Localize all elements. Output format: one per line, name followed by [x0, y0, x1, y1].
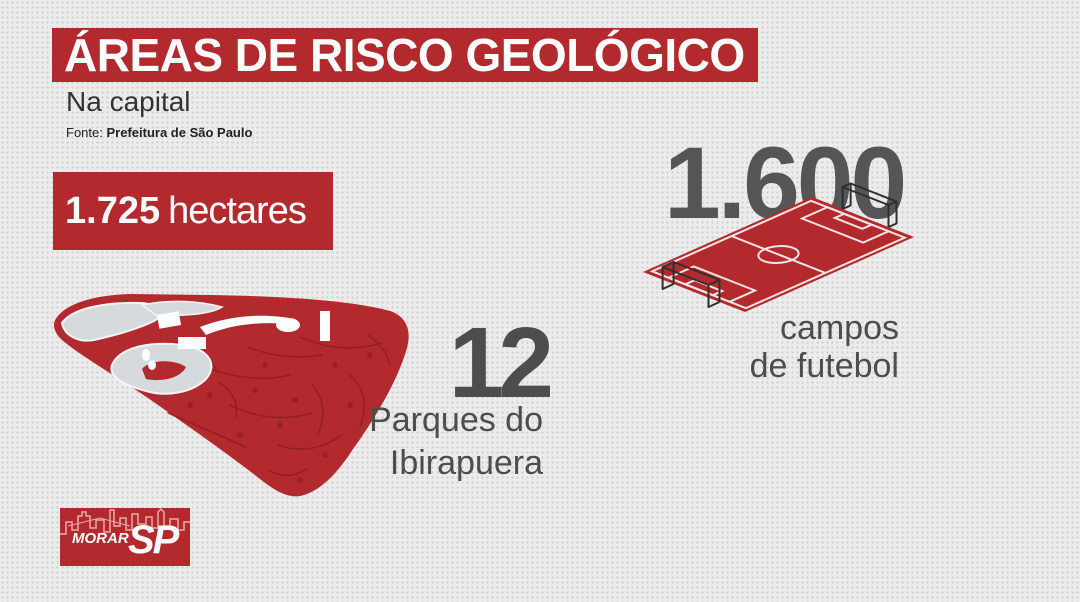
- area-value: 1.725: [65, 190, 161, 232]
- logo-text-main: MORAR: [72, 530, 129, 547]
- title-banner: ÁREAS DE RISCO GEOLÓGICO: [52, 28, 758, 82]
- subtitle: Na capital: [66, 86, 191, 117]
- parks-label: Parques do Ibirapuera: [340, 399, 543, 485]
- source-name: Prefeitura de São Paulo: [106, 125, 253, 140]
- parks-value: 12: [448, 307, 554, 419]
- park-buildings: [142, 311, 330, 370]
- skyline-outline: [60, 508, 190, 535]
- park-lake-upper: [60, 301, 163, 342]
- soccer-field-illustration: [640, 180, 920, 320]
- fields-label: campos de futebol: [690, 309, 899, 385]
- skyline-bridge: [67, 517, 101, 527]
- logo-text-accent: SP: [128, 518, 179, 562]
- city-skyline-icon: [60, 508, 190, 535]
- left-goal: [661, 261, 721, 308]
- fields-label-line2: de futebol: [749, 347, 899, 385]
- area-highlight-box: 1.725 hectares: [53, 172, 333, 250]
- right-goal: [841, 182, 898, 228]
- parks-label-line2: Ibirapuera: [389, 444, 543, 482]
- parks-label-line1: Parques do: [369, 401, 543, 439]
- field-lines: [652, 201, 905, 308]
- skyline-bridge-cable: [99, 517, 131, 527]
- area-unit: hectares: [168, 190, 307, 232]
- source-credit: Fonte: Prefeitura de São Paulo: [66, 125, 252, 141]
- morar-sp-logo: MORAR SP: [60, 508, 190, 566]
- park-map-illustration: [54, 294, 409, 497]
- page-title: ÁREAS DE RISCO GEOLÓGICO: [64, 29, 745, 81]
- field-surface: [643, 197, 914, 312]
- fields-label-line1: campos: [779, 309, 899, 347]
- park-tree-dots: [187, 352, 373, 483]
- source-label: Fonte:: [66, 125, 103, 140]
